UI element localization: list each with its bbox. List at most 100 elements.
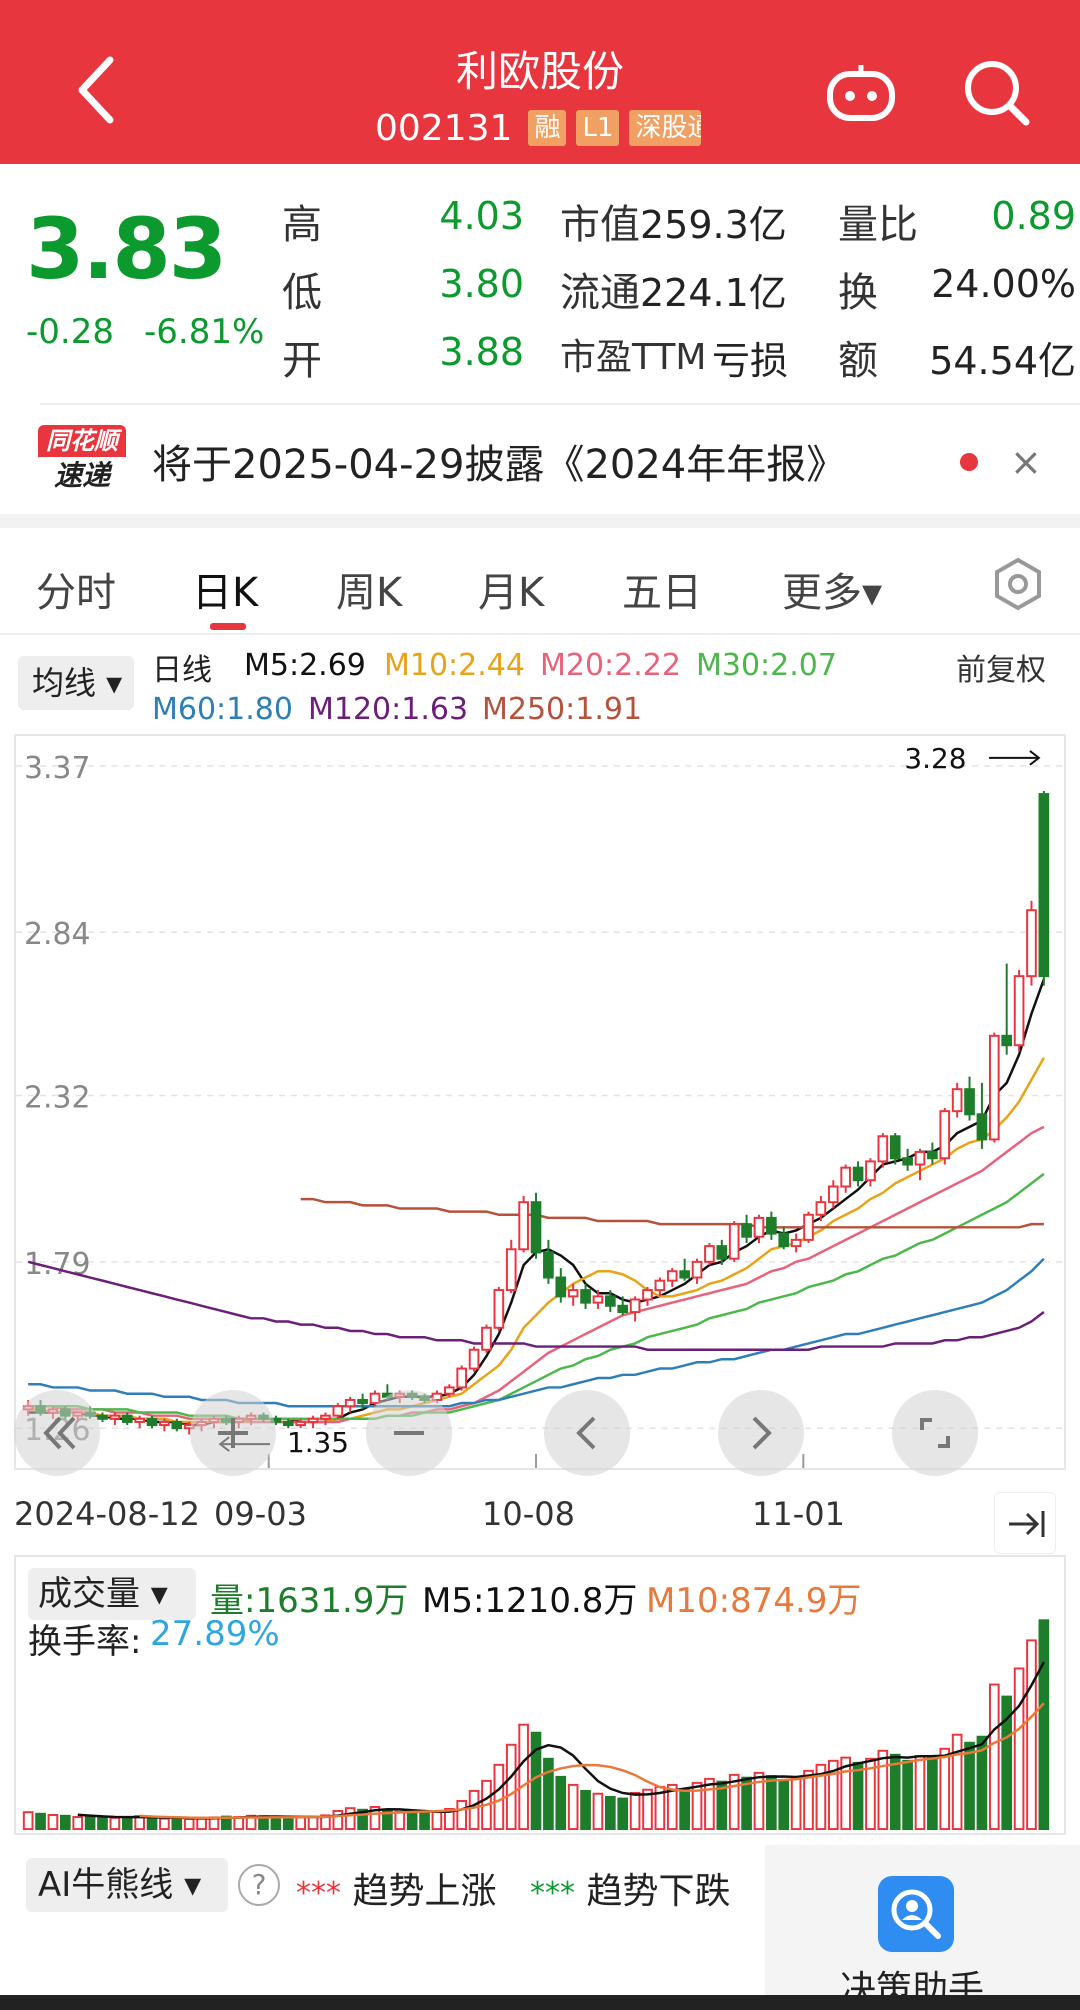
decision-assistant-icon[interactable] <box>878 1876 954 1952</box>
volume-bar <box>592 1792 604 1831</box>
volume-bar <box>629 1791 641 1831</box>
candle <box>629 1296 641 1322</box>
candle-body <box>865 1160 876 1182</box>
candle-body <box>493 1289 505 1329</box>
candle-body <box>617 1304 629 1314</box>
jump-to-latest-button[interactable] <box>994 1492 1056 1554</box>
candle-body <box>704 1245 715 1263</box>
back-icon[interactable] <box>70 50 130 130</box>
candle <box>1001 963 1013 1055</box>
turnover-rate-value: 27.89% <box>150 1614 280 1654</box>
volume-bar <box>580 1789 591 1831</box>
shenzhen-connect-badge: 深股通 <box>629 110 702 146</box>
level1-badge: L1 <box>576 110 620 146</box>
candle <box>505 1239 517 1294</box>
volume-bar <box>332 1810 344 1831</box>
candle-body <box>852 1166 864 1182</box>
volume-ratio-value: 0.89 <box>991 194 1076 238</box>
candle <box>567 1283 579 1306</box>
volume-bar <box>196 1817 207 1831</box>
section-divider <box>0 514 1080 528</box>
close-icon[interactable]: × <box>1010 440 1042 484</box>
turnover-label: 换 <box>838 270 878 316</box>
candle <box>691 1258 703 1284</box>
fullscreen-button[interactable] <box>892 1390 978 1476</box>
candle <box>369 1390 381 1407</box>
open-value: 3.88 <box>439 330 524 374</box>
tab-five-day[interactable]: 五日 <box>622 570 702 616</box>
ai-bull-bear-select[interactable]: AI牛熊线 ▾ <box>26 1858 228 1912</box>
notice-text[interactable]: 将于2025-04-29披露《2024年年报》 <box>152 442 847 488</box>
min-price-label: 1.35 <box>287 1426 349 1459</box>
volume-bar <box>666 1783 678 1831</box>
volume-bar <box>988 1683 1000 1831</box>
scroll-left-fast-button[interactable] <box>14 1390 100 1476</box>
tab-daily-k[interactable]: 日K <box>192 570 259 616</box>
candle <box>840 1164 852 1193</box>
scroll-right-button[interactable] <box>718 1390 804 1476</box>
volume-chart[interactable] <box>14 1555 1066 1835</box>
fullscreen-icon <box>920 1418 950 1448</box>
volume-bar <box>1013 1667 1025 1831</box>
divider <box>40 403 1080 405</box>
zoom-in-button[interactable] <box>190 1390 276 1476</box>
volume-bar <box>827 1759 839 1831</box>
search-icon[interactable] <box>962 58 1032 128</box>
ma-line-m250 <box>300 1197 1044 1229</box>
volume-bar <box>270 1816 282 1831</box>
candle-body <box>753 1216 765 1238</box>
system-nav-bar <box>0 1995 1080 2010</box>
settings-icon[interactable] <box>990 556 1046 612</box>
tab-more[interactable]: 更多▾ <box>782 570 883 616</box>
volume-bar <box>468 1789 480 1831</box>
help-icon[interactable]: ? <box>238 1864 280 1906</box>
volume-bar <box>939 1747 951 1831</box>
candle-body <box>778 1232 790 1248</box>
minus-icon <box>394 1431 424 1435</box>
candle-body <box>902 1157 913 1166</box>
volume-bar <box>704 1777 715 1831</box>
volume-bar <box>753 1771 765 1831</box>
volume-bar <box>22 1811 34 1831</box>
candle <box>555 1268 567 1303</box>
candle-body <box>97 1414 108 1420</box>
candle <box>964 1076 975 1121</box>
volume-bar <box>964 1741 975 1831</box>
volume-bar <box>889 1753 901 1831</box>
tab-monthly-k[interactable]: 月K <box>478 570 545 616</box>
candle-body <box>877 1135 889 1163</box>
volume-bar <box>419 1812 430 1831</box>
volume-indicator-select[interactable]: 成交量 ▾ <box>28 1568 196 1620</box>
indicator-select[interactable]: 均线 ▾ <box>18 656 134 710</box>
stock-name: 利欧股份 <box>455 47 624 96</box>
volume-bar <box>766 1775 777 1831</box>
volume-bar <box>121 1816 133 1831</box>
candle-body <box>927 1150 938 1160</box>
candle-body <box>121 1414 133 1423</box>
scroll-left-button[interactable] <box>544 1390 630 1476</box>
candle <box>530 1192 542 1259</box>
candle <box>753 1214 765 1244</box>
candle <box>951 1082 963 1118</box>
tab-weekly-k[interactable]: 周K <box>336 570 403 616</box>
candle-body <box>282 1420 294 1427</box>
price-adjust-select[interactable]: 前复权 <box>956 653 1046 688</box>
arrow-to-end-icon <box>1009 1511 1045 1537</box>
volume-bar <box>109 1816 121 1831</box>
volume-bar <box>394 1810 406 1831</box>
assistant-robot-icon[interactable] <box>825 62 897 122</box>
zoom-out-button[interactable] <box>366 1390 452 1476</box>
ma60-value: M60:1.80 <box>152 692 293 727</box>
candle-body <box>1026 909 1037 978</box>
volume-bar <box>146 1817 158 1831</box>
candlestick-chart[interactable]: 3.372.842.321.791.263.281.35 <box>14 734 1066 1470</box>
amount-value: 54.54亿 <box>929 339 1076 383</box>
tab-intraday[interactable]: 分时 <box>36 570 116 616</box>
float-cap-value: 224.1亿 <box>640 271 787 315</box>
candle-body <box>605 1295 616 1307</box>
volume-m5-value: M5:1210.8万 <box>422 1581 638 1621</box>
trend-up-label: 趋势上涨 <box>352 1871 497 1912</box>
candle <box>468 1346 480 1372</box>
candle-body <box>976 1113 988 1141</box>
volume-bar <box>530 1731 542 1831</box>
